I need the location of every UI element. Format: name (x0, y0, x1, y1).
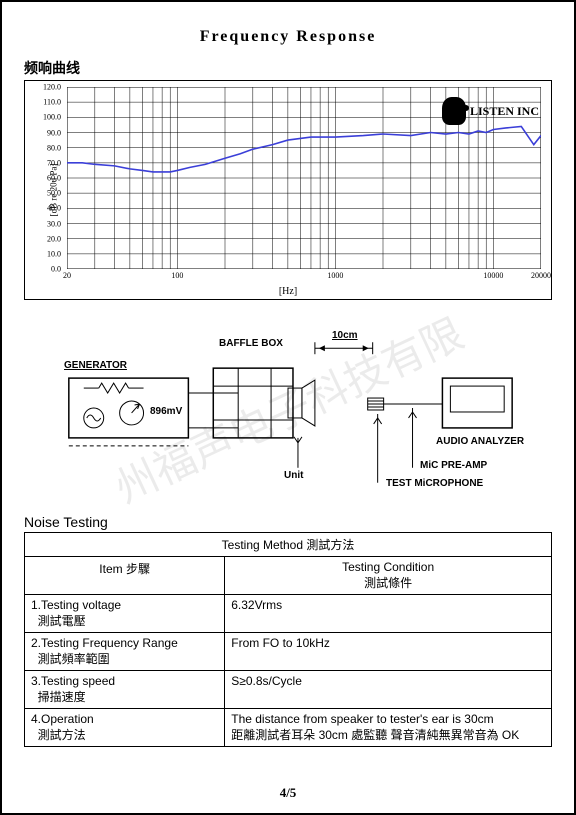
table-row: 4.Operation 測試方法The distance from speake… (25, 709, 552, 747)
item-cell: 1.Testing voltage 測試電壓 (25, 595, 225, 633)
item-cell: 4.Operation 測試方法 (25, 709, 225, 747)
item-cell: 2.Testing Frequency Range 測試頻率範圍 (25, 633, 225, 671)
condition-cell: From FO to 10kHz (225, 633, 552, 671)
test-setup-diagram: 州福声电子科技有限 (24, 308, 552, 508)
col2-header-l2: 測試條件 (364, 576, 412, 590)
unit-label: Unit (284, 470, 303, 481)
listen-logo: LISTEN INC (442, 97, 539, 125)
condition-cell: The distance from speaker to tester's ea… (225, 709, 552, 747)
chart-subtitle: 频响曲线 (24, 58, 552, 78)
y-tick: 60.0 (47, 174, 61, 183)
y-tick-labels: 0.010.020.030.040.050.060.070.080.090.01… (29, 87, 63, 269)
freq-response-chart: LISTEN INC [dB re 20u Pa] [Hz] 0.010.020… (24, 80, 552, 300)
x-tick-labels: 2010010001000020000 (67, 271, 541, 283)
y-tick: 80.0 (47, 143, 61, 152)
speaker-unit (288, 388, 302, 418)
condition-cell: S≥0.8s/Cycle (225, 671, 552, 709)
y-tick: 100.0 (43, 113, 61, 122)
x-tick: 100 (171, 271, 183, 280)
analyzer-label: AUDIO ANALYZER (436, 436, 524, 447)
mic-label: TEST MiCROPHONE (386, 478, 483, 489)
y-tick: 10.0 (47, 249, 61, 258)
item-cell: 3.Testing speed 掃描速度 (25, 671, 225, 709)
generator-label: GENERATOR (64, 360, 127, 371)
voltage-label: 896mV (150, 406, 182, 417)
y-tick: 0.0 (51, 265, 61, 274)
distance-label: 10cm (332, 330, 358, 341)
x-tick: 10000 (483, 271, 503, 280)
col2-header-l1: Testing Condition (342, 560, 434, 574)
y-tick: 90.0 (47, 128, 61, 137)
x-tick: 20000 (531, 271, 551, 280)
baffle-box (213, 368, 293, 438)
y-tick: 20.0 (47, 234, 61, 243)
ear-icon (442, 97, 466, 125)
noise-testing-table: Testing Method 測試方法 Item 步驟 Testing Cond… (24, 532, 552, 747)
y-tick: 110.0 (43, 98, 61, 107)
y-tick: 40.0 (47, 204, 61, 213)
condition-cell: 6.32Vrms (225, 595, 552, 633)
preamp-label: MiC PRE-AMP (420, 460, 487, 471)
y-tick: 70.0 (47, 158, 61, 167)
table-header-full: Testing Method 測試方法 (25, 533, 552, 557)
baffle-label: BAFFLE BOX (219, 338, 283, 349)
logo-text: LISTEN INC (470, 104, 539, 119)
table-col1-header: Item 步驟 (25, 557, 225, 595)
y-tick: 30.0 (47, 219, 61, 228)
table-row: 2.Testing Frequency Range 測試頻率範圍From FO … (25, 633, 552, 671)
noise-testing-title: Noise Testing (24, 514, 552, 530)
page-number: 4/5 (280, 785, 297, 801)
y-tick: 120.0 (43, 83, 61, 92)
x-axis-label: [Hz] (279, 286, 297, 297)
table-row: 1.Testing voltage 測試電壓6.32Vrms (25, 595, 552, 633)
table-col2-header: Testing Condition 測試條件 (225, 557, 552, 595)
x-tick: 1000 (327, 271, 343, 280)
y-tick: 50.0 (47, 189, 61, 198)
table-row: 3.Testing speed 掃描速度S≥0.8s/Cycle (25, 671, 552, 709)
x-tick: 20 (63, 271, 71, 280)
page-title: Frequency Response (24, 28, 552, 46)
